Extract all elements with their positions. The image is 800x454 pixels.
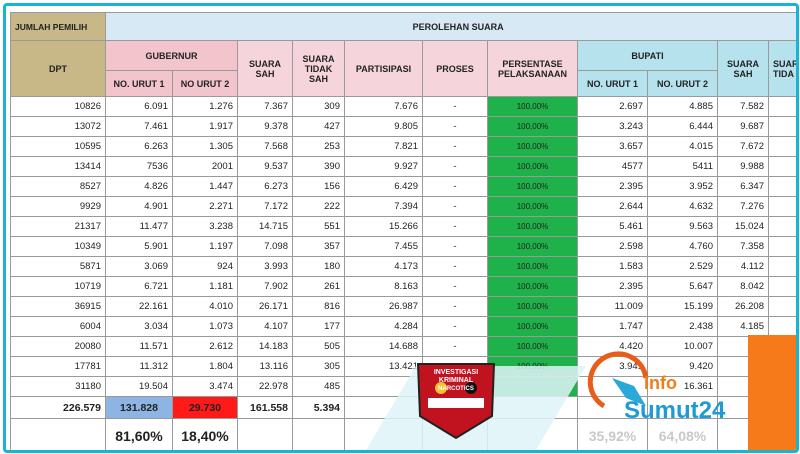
header-cell: GUBERNUR: [105, 40, 238, 71]
header-cell: DPT: [10, 40, 106, 97]
table-cell: [237, 418, 293, 450]
header-cell: NO. URUT 1: [105, 70, 173, 97]
header-cell: PERSENTASE PELAKSANAAN: [487, 40, 578, 97]
table-body: 10826 6.091 1.276 7.367 309 7.676-100,00% 2.69…: [10, 96, 796, 450]
header-cell: SUARA SAH: [717, 40, 769, 97]
table-row: 10826 6.091 1.276 7.367 309 7.676-100,00% 2.69…: [10, 96, 796, 117]
table-cell: [292, 418, 345, 450]
table-cell: 35,92%: [577, 418, 648, 450]
logo-text: Sumut24: [624, 397, 726, 424]
table-row: 10719 6.721 1.181 7.902 261 8.163-100,00% 2.39…: [10, 276, 796, 297]
table-cell: 100,00%: [487, 96, 578, 117]
table-cell: 29.730: [172, 396, 238, 419]
logo-ring: [587, 351, 649, 409]
table-row: 5871 3.069 924 3.993 180 4.173-100,00% 1.583 2.…: [10, 256, 796, 277]
table-cell: [10, 418, 106, 450]
orange-block: [748, 335, 796, 450]
header-cell: BUPATI: [577, 40, 718, 71]
table-cell: 81,60%: [105, 418, 173, 450]
header-cell: SUARA TIDAK SAH: [292, 40, 345, 97]
header-cell: PROSES: [422, 40, 488, 97]
table: JUMLAH PEMILIH PEROLEHAN SUARA DPT GUBER…: [10, 12, 796, 450]
table-cell: 5.394: [292, 396, 345, 419]
table-cell: 100,00%: [487, 296, 578, 317]
table-row: 21317 11.477 3.238 14.715 551 15.266-100,00% 5…: [10, 216, 796, 237]
badge-strip: [428, 398, 484, 408]
badge-text: INVESTIGASI: [434, 369, 478, 376]
table-cell: 100,00%: [487, 176, 578, 197]
header-cell: SUARA SAH: [237, 40, 293, 97]
header-cell: NO URUT 2: [172, 70, 238, 97]
table-row: 9929 4.901 2.271 7.172 222 7.394-100,00% 2.644…: [10, 196, 796, 217]
overlay: INVESTIGASI KRIMINAL NARCOTICS Info Sumu…: [366, 335, 796, 450]
badge-text: KRIMINAL: [439, 377, 474, 384]
table-cell: 226.579: [10, 396, 106, 419]
logo-text: Info: [644, 373, 677, 393]
badge-text: NARCOTICS: [438, 386, 474, 392]
header-cell: NO. URUT 2: [647, 70, 718, 97]
header-cell: SUARA TIDA: [767, 40, 796, 97]
table-cell: 131.828: [105, 396, 173, 419]
badge-emblem: [465, 382, 477, 394]
table-cell: 161.558: [237, 396, 293, 419]
table-cell: 64,08%: [647, 418, 718, 450]
frame: JUMLAH PEMILIH PEROLEHAN SUARA DPT GUBER…: [3, 3, 799, 453]
logo-map: [612, 378, 646, 406]
table-wrap: JUMLAH PEMILIH PEROLEHAN SUARA DPT GUBER…: [10, 12, 796, 450]
header-cell: JUMLAH PEMILIH: [10, 12, 106, 41]
table-row: 8527 4.826 1.447 6.273 156 6.429-100,00% 2.395…: [10, 176, 796, 197]
table-cell: 100,00%: [487, 216, 578, 237]
badge-emblem: [435, 382, 447, 394]
table-cell: 100,00%: [487, 136, 578, 157]
table-cell: 100,00%: [487, 276, 578, 297]
header-cell: NO. URUT 1: [577, 70, 648, 97]
